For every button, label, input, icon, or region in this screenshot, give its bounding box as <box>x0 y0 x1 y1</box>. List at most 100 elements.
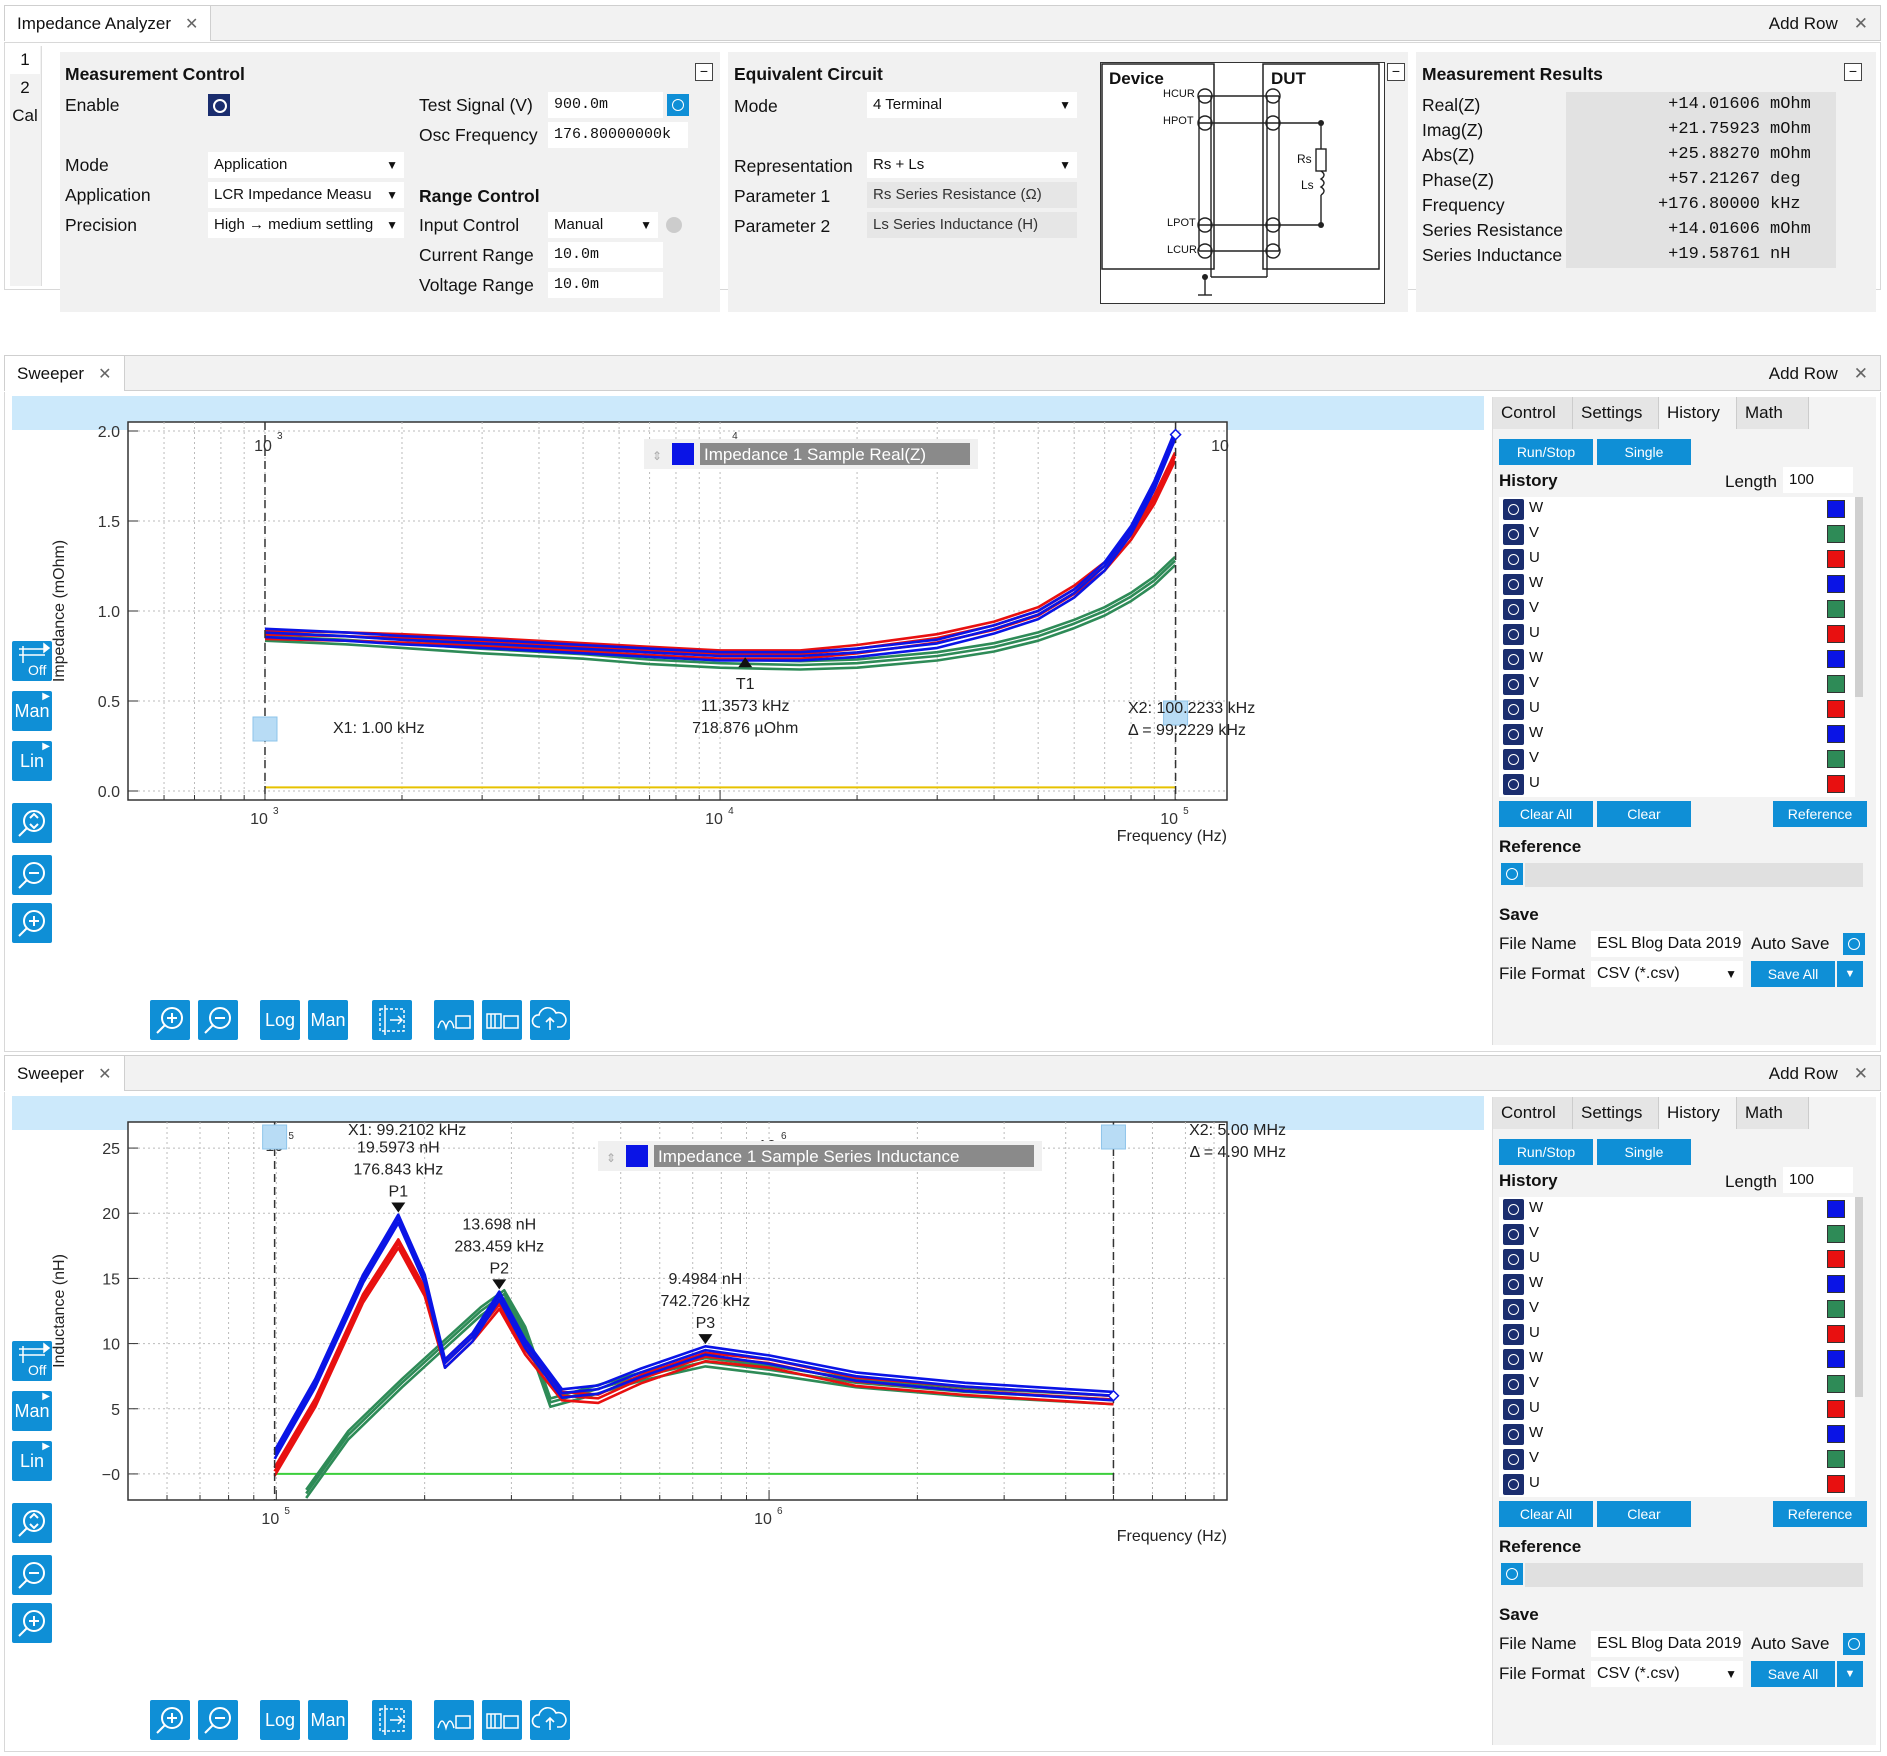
test-signal-input[interactable]: 900.0m <box>548 92 663 118</box>
history-visible-toggle[interactable] <box>1503 499 1524 520</box>
history-scrollbar[interactable] <box>1855 1197 1863 1397</box>
auto-save-toggle[interactable] <box>1843 1633 1865 1655</box>
sweeper-tab[interactable]: Sweeper ✕ <box>5 1056 125 1091</box>
manual-x-button[interactable]: Man <box>308 1000 348 1040</box>
cursor-settings-icon[interactable] <box>372 1000 412 1040</box>
add-row-button[interactable]: Add Row ✕ <box>1768 364 1868 383</box>
history-visible-toggle[interactable] <box>1503 1224 1524 1245</box>
reference-field[interactable] <box>1525 1563 1863 1587</box>
history-visible-toggle[interactable] <box>1503 1199 1524 1220</box>
marker-t1[interactable] <box>738 657 753 668</box>
cursor-handle[interactable] <box>252 716 278 742</box>
manual-x-button[interactable]: Man <box>308 1700 348 1740</box>
marker-p1[interactable] <box>391 1202 406 1213</box>
history-visible-toggle[interactable] <box>1503 1249 1524 1270</box>
test-signal-enable-toggle[interactable] <box>667 94 689 116</box>
history-item[interactable]: V <box>1499 597 1855 622</box>
tab-math[interactable]: Math <box>1737 397 1809 429</box>
history-item[interactable]: W <box>1499 1197 1855 1222</box>
save-options-chevron-icon[interactable]: ▼ <box>1837 961 1863 987</box>
history-item[interactable]: V <box>1499 1372 1855 1397</box>
history-item[interactable]: V <box>1499 1297 1855 1322</box>
clear-all-button[interactable]: Clear All <box>1499 1501 1593 1527</box>
history-color-swatch[interactable] <box>1827 725 1845 743</box>
length-input[interactable]: 100 <box>1783 467 1853 493</box>
single-button[interactable]: Single <box>1597 439 1691 465</box>
linear-y-button[interactable]: Lin ▶ <box>12 741 52 781</box>
history-visible-toggle[interactable] <box>1503 599 1524 620</box>
add-row-button[interactable]: Add Row ✕ <box>1768 1064 1868 1083</box>
history-color-swatch[interactable] <box>1827 1300 1845 1318</box>
zoom-out-icon[interactable] <box>12 1555 52 1595</box>
voltage-range-input[interactable]: 10.0m <box>548 272 663 298</box>
cursor-settings-icon[interactable] <box>372 1700 412 1740</box>
collapse-button[interactable]: − <box>1387 63 1405 81</box>
reference-field[interactable] <box>1525 863 1863 887</box>
history-color-swatch[interactable] <box>1827 1450 1845 1468</box>
history-color-swatch[interactable] <box>1827 1250 1845 1268</box>
auto-save-toggle[interactable] <box>1843 933 1865 955</box>
history-color-swatch[interactable] <box>1827 1400 1845 1418</box>
close-icon[interactable]: ✕ <box>98 366 112 383</box>
zoom-fit-icon[interactable] <box>12 1503 52 1543</box>
history-visible-toggle[interactable] <box>1503 749 1524 770</box>
history-item[interactable]: W <box>1499 647 1855 672</box>
close-icon[interactable]: ✕ <box>98 1066 112 1083</box>
history-color-swatch[interactable] <box>1827 525 1845 543</box>
close-icon[interactable]: ✕ <box>185 16 199 33</box>
history-item[interactable]: W <box>1499 497 1855 522</box>
collapse-button[interactable]: − <box>1844 63 1862 81</box>
side-tab-cal[interactable]: Cal <box>12 106 38 125</box>
enable-toggle[interactable] <box>208 94 230 116</box>
tab-history[interactable]: History <box>1659 397 1737 429</box>
history-color-swatch[interactable] <box>1827 1200 1845 1218</box>
history-color-swatch[interactable] <box>1827 1325 1845 1343</box>
cursor-off-button[interactable]: Off <box>12 1341 52 1381</box>
file-name-input[interactable]: ESL Blog Data 2019 <box>1591 1631 1743 1657</box>
history-color-swatch[interactable] <box>1827 575 1845 593</box>
history-item[interactable]: U <box>1499 697 1855 722</box>
export-plot-icon[interactable] <box>434 1700 474 1740</box>
zoom-out-x-icon[interactable] <box>198 1000 238 1040</box>
marker-p3[interactable] <box>698 1334 713 1345</box>
close-icon[interactable]: ✕ <box>1853 364 1868 383</box>
close-icon[interactable]: ✕ <box>1853 1064 1868 1083</box>
history-item[interactable]: W <box>1499 722 1855 747</box>
history-item[interactable]: V <box>1499 747 1855 772</box>
zoom-in-icon[interactable] <box>12 903 52 943</box>
history-visible-toggle[interactable] <box>1503 774 1524 795</box>
history-color-swatch[interactable] <box>1827 675 1845 693</box>
tab-settings[interactable]: Settings <box>1573 1097 1659 1129</box>
representation-dropdown[interactable]: Rs + Ls ▼ <box>867 152 1077 178</box>
history-visible-toggle[interactable] <box>1503 674 1524 695</box>
file-format-dropdown[interactable]: CSV (*.csv) ▼ <box>1591 1661 1743 1687</box>
history-item[interactable]: W <box>1499 1347 1855 1372</box>
history-color-swatch[interactable] <box>1827 750 1845 768</box>
history-color-swatch[interactable] <box>1827 700 1845 718</box>
history-color-swatch[interactable] <box>1827 550 1845 568</box>
cursor-handle[interactable] <box>262 1124 288 1150</box>
history-item[interactable]: U <box>1499 772 1855 797</box>
history-scrollbar[interactable] <box>1855 497 1863 697</box>
sweeper-tab[interactable]: Sweeper ✕ <box>5 356 125 391</box>
history-visible-toggle[interactable] <box>1503 1374 1524 1395</box>
log-x-button[interactable]: Log <box>260 1700 300 1740</box>
export-data-icon[interactable] <box>482 1000 522 1040</box>
history-visible-toggle[interactable] <box>1503 1349 1524 1370</box>
history-color-swatch[interactable] <box>1827 1425 1845 1443</box>
history-item[interactable]: W <box>1499 1272 1855 1297</box>
history-color-swatch[interactable] <box>1827 1350 1845 1368</box>
save-all-button[interactable]: Save All <box>1751 1661 1835 1687</box>
history-visible-toggle[interactable] <box>1503 1299 1524 1320</box>
history-item[interactable]: V <box>1499 1222 1855 1247</box>
marker-p2[interactable] <box>492 1279 507 1290</box>
history-color-swatch[interactable] <box>1827 1275 1845 1293</box>
cloud-upload-icon[interactable] <box>530 1700 570 1740</box>
history-item[interactable]: U <box>1499 1322 1855 1347</box>
tab-control[interactable]: Control <box>1493 1097 1573 1129</box>
manual-y-button[interactable]: Man ▶ <box>12 1391 52 1431</box>
history-visible-toggle[interactable] <box>1503 1449 1524 1470</box>
tab-math[interactable]: Math <box>1737 1097 1809 1129</box>
zoom-in-x-icon[interactable] <box>150 1000 190 1040</box>
